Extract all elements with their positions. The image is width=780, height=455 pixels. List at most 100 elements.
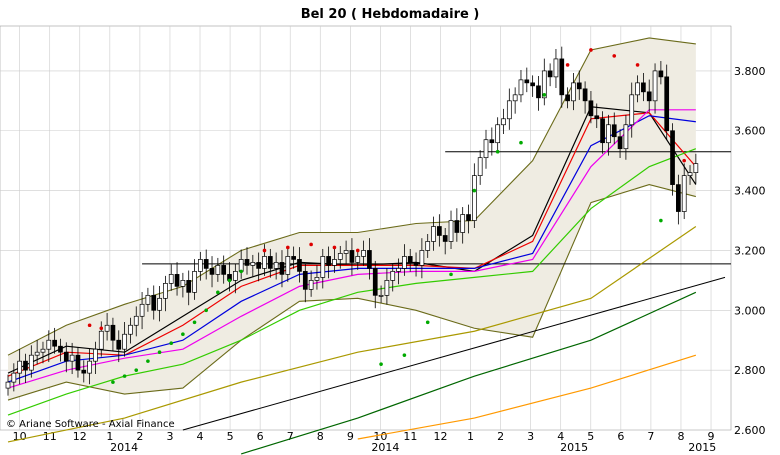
sar-dot: [379, 362, 383, 366]
candle-body: [541, 70, 547, 99]
candle-body: [151, 294, 157, 311]
sar-dot: [309, 242, 313, 247]
sar-dot: [682, 158, 686, 163]
x-tick-label: 9: [347, 430, 354, 443]
candle-body: [471, 175, 477, 221]
sar-dot: [204, 308, 208, 313]
candle-body: [98, 330, 104, 350]
candle-body: [588, 100, 594, 117]
candle-body: [34, 351, 40, 356]
candle-body: [349, 250, 355, 263]
sar-dot: [635, 63, 640, 67]
candle-body: [652, 70, 658, 102]
candle-body: [157, 297, 162, 311]
candle-body: [168, 274, 174, 284]
candle-body: [355, 256, 361, 263]
x-tick-label: 7: [287, 430, 294, 443]
sar-dot: [111, 380, 115, 384]
candle-body: [221, 265, 227, 275]
candle-body: [198, 259, 203, 272]
candle-body: [291, 256, 296, 260]
candle-body: [273, 262, 279, 269]
candle-body: [670, 130, 675, 185]
candle-body: [192, 271, 197, 293]
candle-body: [611, 124, 617, 138]
x-year-label: 2015: [560, 441, 588, 454]
candle-body: [308, 280, 314, 290]
sar-dot: [425, 320, 430, 325]
candle-body: [547, 70, 553, 78]
candle-body: [664, 76, 670, 132]
candle-body: [17, 360, 23, 374]
sar-dot: [157, 350, 162, 354]
candle-body: [262, 256, 267, 269]
sar-dot: [659, 218, 663, 223]
candle-body: [93, 348, 98, 362]
candle-body: [431, 226, 436, 242]
candle-body: [559, 58, 565, 96]
candle-body: [489, 139, 495, 144]
x-tick-label: 9: [708, 430, 715, 443]
candle-body: [442, 235, 448, 242]
sar-dot: [332, 245, 337, 250]
candle-body: [518, 79, 524, 96]
candle-body: [104, 324, 110, 332]
candle-body: [279, 262, 285, 275]
series-line: [357, 354, 697, 440]
y-tick-label: 3.800: [734, 65, 766, 78]
y-tick-label: 3.400: [734, 185, 766, 198]
x-tick-label: 3: [166, 430, 173, 443]
candle-body: [58, 345, 63, 353]
candle-body: [232, 271, 238, 281]
candle-body: [629, 94, 635, 126]
candle-body: [390, 271, 396, 281]
candle-body: [693, 163, 699, 173]
x-tick-label: 7: [647, 430, 654, 443]
sar-dot: [519, 140, 523, 145]
candle-body: [536, 85, 541, 99]
sar-dot: [286, 245, 290, 250]
candle-body: [687, 172, 693, 176]
x-tick-label: 8: [317, 430, 324, 443]
candle-body: [28, 354, 34, 371]
candle-body: [337, 253, 343, 260]
y-tick-label: 3.000: [734, 304, 766, 317]
sar-dot: [169, 341, 174, 346]
candle-body: [11, 372, 17, 383]
x-tick-label: 1: [467, 430, 474, 443]
sar-dot: [87, 323, 92, 328]
candle-body: [419, 250, 425, 266]
candle-body: [658, 70, 664, 78]
sar-dot: [146, 359, 150, 363]
credit-text: © Ariane Software - Axial Finance: [6, 419, 175, 430]
candle-body: [413, 262, 419, 266]
y-tick-label: 2.800: [734, 364, 766, 377]
candle-body: [477, 157, 483, 176]
candle-body: [145, 294, 151, 305]
candle-body: [553, 58, 559, 78]
bollinger-band-fill: [8, 37, 696, 401]
candle-body: [437, 226, 442, 236]
candle-body: [623, 124, 629, 150]
candle-body: [203, 259, 209, 269]
candle-body: [180, 280, 186, 287]
candle-body: [116, 339, 122, 350]
candle-body: [75, 354, 81, 371]
y-tick-label: 3.600: [734, 125, 766, 138]
candle-body: [407, 256, 413, 263]
candle-body: [384, 280, 390, 296]
candle-body: [52, 339, 57, 347]
candle-body: [40, 348, 46, 353]
candle-body: [372, 268, 378, 296]
candle-body: [133, 315, 139, 326]
sar-dot: [239, 269, 243, 274]
sar-dot: [612, 54, 617, 58]
sar-dot: [472, 188, 477, 193]
candle-body: [576, 82, 582, 90]
x-tick-label: 5: [227, 430, 234, 443]
x-tick-label: 12: [73, 430, 87, 443]
sar-dot: [449, 272, 453, 277]
sar-dot: [216, 290, 220, 295]
